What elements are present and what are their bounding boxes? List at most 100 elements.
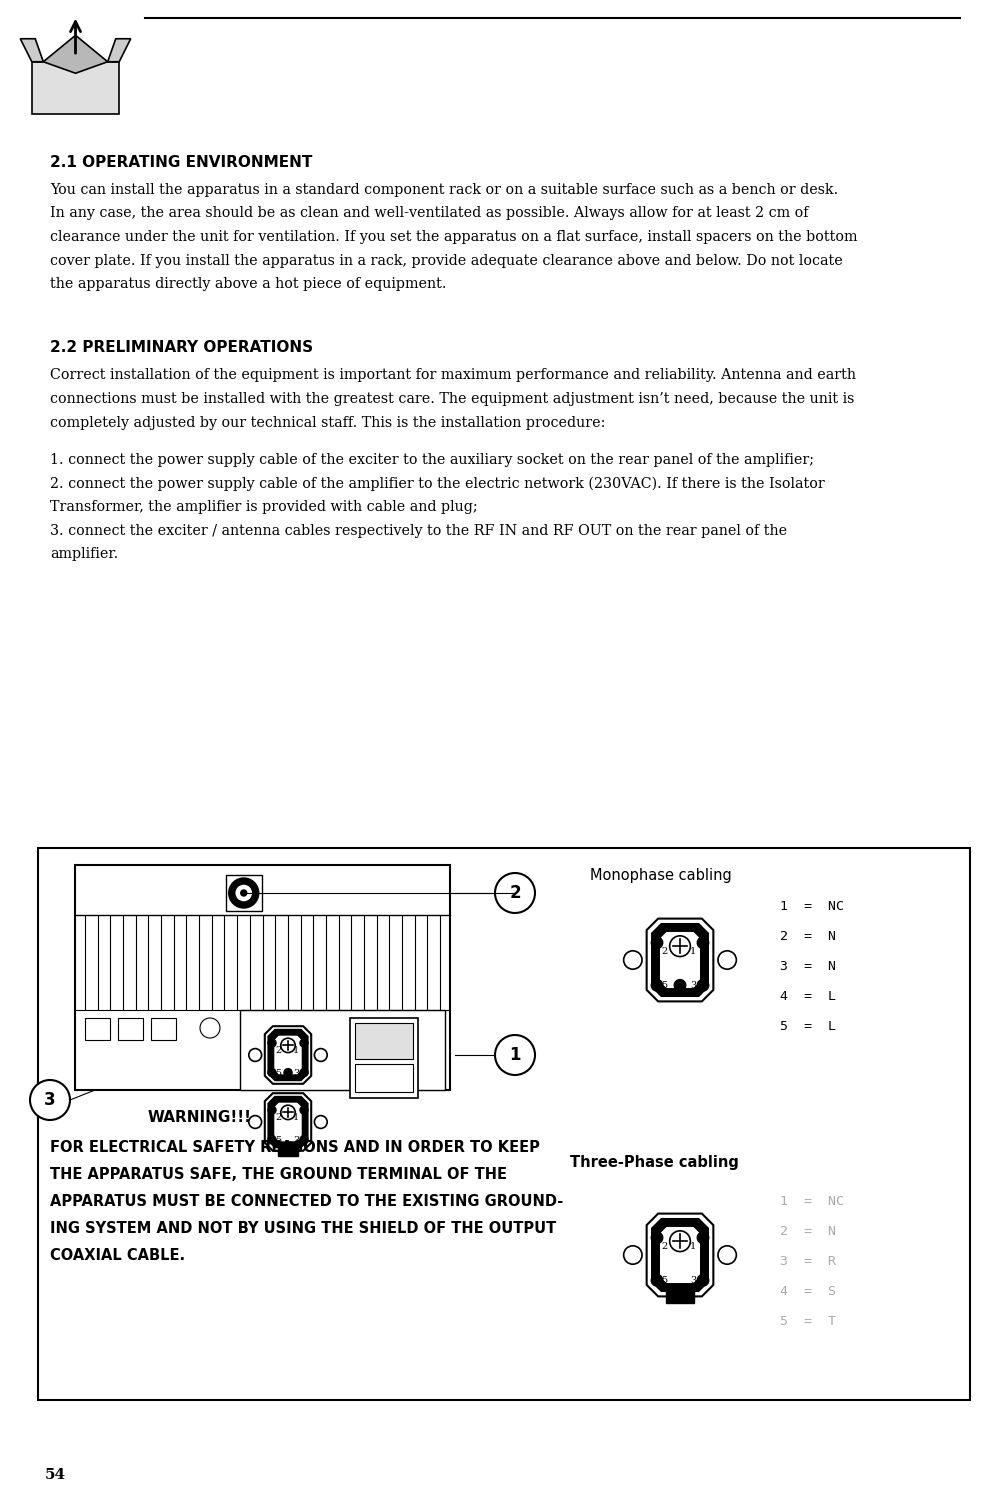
Circle shape — [268, 1136, 276, 1144]
Text: 5: 5 — [661, 980, 667, 989]
Bar — [38, 848, 970, 1400]
Bar — [355, 1024, 413, 1060]
Bar — [355, 1064, 413, 1093]
Text: 2: 2 — [661, 947, 668, 956]
Text: 1: 1 — [689, 947, 697, 956]
Text: 1: 1 — [293, 1114, 299, 1123]
Circle shape — [235, 884, 253, 902]
Circle shape — [241, 890, 247, 896]
Circle shape — [284, 1069, 292, 1076]
Bar — [85, 1018, 110, 1040]
Text: 5: 5 — [275, 1069, 281, 1078]
Circle shape — [651, 1274, 662, 1286]
Text: amplifier.: amplifier. — [50, 546, 118, 561]
Circle shape — [300, 1069, 308, 1076]
Circle shape — [651, 980, 662, 991]
Polygon shape — [43, 36, 108, 74]
Bar — [151, 1018, 176, 1040]
Text: 2: 2 — [509, 884, 521, 902]
Circle shape — [495, 874, 535, 913]
Text: 2: 2 — [275, 1114, 281, 1123]
Polygon shape — [32, 62, 119, 114]
Bar — [118, 1018, 143, 1040]
Text: 1. connect the power supply cable of the exciter to the auxiliary socket on the : 1. connect the power supply cable of the… — [50, 453, 814, 467]
Bar — [278, 1144, 297, 1156]
Polygon shape — [265, 1093, 311, 1151]
Text: the apparatus directly above a hot piece of equipment.: the apparatus directly above a hot piece… — [50, 278, 447, 291]
Circle shape — [669, 935, 690, 956]
Polygon shape — [269, 1030, 307, 1079]
Text: 1: 1 — [689, 1243, 697, 1252]
Circle shape — [281, 1039, 295, 1052]
Text: 4: 4 — [677, 1282, 684, 1291]
Polygon shape — [659, 1226, 701, 1283]
Polygon shape — [273, 1102, 302, 1142]
Text: 4: 4 — [677, 980, 684, 989]
Text: In any case, the area should be as clean and well-ventilated as possible. Always: In any case, the area should be as clean… — [50, 207, 808, 221]
Text: WARNING!!!: WARNING!!! — [148, 1111, 252, 1126]
Text: APPARATUS MUST BE CONNECTED TO THE EXISTING GROUND-: APPARATUS MUST BE CONNECTED TO THE EXIST… — [50, 1193, 563, 1208]
Text: completely adjusted by our technical staff. This is the installation procedure:: completely adjusted by our technical sta… — [50, 416, 606, 429]
Polygon shape — [20, 39, 43, 62]
FancyBboxPatch shape — [13, 6, 138, 129]
Text: 2.1 OPERATING ENVIRONMENT: 2.1 OPERATING ENVIRONMENT — [50, 155, 312, 170]
Circle shape — [268, 1039, 276, 1048]
Polygon shape — [108, 39, 131, 62]
Text: 3: 3 — [44, 1091, 55, 1109]
Text: THE APPARATUS SAFE, THE GROUND TERMINAL OF THE: THE APPARATUS SAFE, THE GROUND TERMINAL … — [50, 1166, 507, 1181]
Text: Correct installation of the equipment is important for maximum performance and r: Correct installation of the equipment is… — [50, 369, 856, 383]
Circle shape — [30, 1081, 70, 1120]
Text: 54: 54 — [45, 1468, 67, 1481]
Text: Three-Phase cabling: Three-Phase cabling — [570, 1154, 739, 1169]
Text: clearance under the unit for ventilation. If you set the apparatus on a flat sur: clearance under the unit for ventilation… — [50, 230, 858, 245]
Text: 2.2 PRELIMINARY OPERATIONS: 2.2 PRELIMINARY OPERATIONS — [50, 341, 313, 356]
Text: You can install the apparatus in a standard component rack or on a suitable surf: You can install the apparatus in a stand… — [50, 183, 839, 197]
Circle shape — [651, 937, 662, 949]
Text: 3. connect the exciter / antenna cables respectively to the RF IN and RF OUT on : 3. connect the exciter / antenna cables … — [50, 524, 787, 537]
Text: Monophase cabling: Monophase cabling — [590, 868, 732, 883]
Text: 2  =  N: 2 = N — [780, 931, 836, 943]
Text: 4  =  S: 4 = S — [780, 1285, 836, 1298]
Polygon shape — [273, 1036, 302, 1075]
Text: 4  =  L: 4 = L — [780, 991, 836, 1003]
Text: 2: 2 — [275, 1046, 281, 1055]
Circle shape — [698, 1232, 709, 1243]
Text: FOR ELECTRICAL SAFETY REASONS AND IN ORDER TO KEEP: FOR ELECTRICAL SAFETY REASONS AND IN ORD… — [50, 1139, 540, 1154]
Polygon shape — [659, 931, 701, 989]
Circle shape — [698, 980, 709, 991]
Polygon shape — [647, 919, 714, 1001]
Bar — [666, 1288, 694, 1303]
Circle shape — [300, 1039, 308, 1048]
Text: 5: 5 — [661, 1276, 667, 1285]
Circle shape — [674, 980, 685, 991]
Polygon shape — [652, 925, 708, 995]
Bar — [350, 1018, 418, 1099]
Circle shape — [300, 1106, 308, 1114]
Text: 4: 4 — [286, 1141, 292, 1150]
Circle shape — [300, 1136, 308, 1144]
Polygon shape — [647, 1214, 714, 1297]
Text: ING SYSTEM AND NOT BY USING THE SHIELD OF THE OUTPUT: ING SYSTEM AND NOT BY USING THE SHIELD O… — [50, 1220, 556, 1235]
Text: COAXIAL CABLE.: COAXIAL CABLE. — [50, 1247, 185, 1262]
Text: 3: 3 — [689, 1276, 697, 1285]
Text: 3  =  N: 3 = N — [780, 961, 836, 973]
Polygon shape — [652, 1219, 708, 1291]
Text: 1: 1 — [293, 1046, 299, 1055]
Circle shape — [281, 1105, 295, 1120]
Text: connections must be installed with the greatest care. The equipment adjustment i: connections must be installed with the g… — [50, 392, 855, 405]
Text: 1: 1 — [509, 1046, 521, 1064]
Text: 3: 3 — [293, 1069, 299, 1078]
Text: 2: 2 — [661, 1243, 668, 1252]
Text: 2  =  N: 2 = N — [780, 1225, 836, 1238]
Text: 1  =  NC: 1 = NC — [780, 901, 844, 913]
Bar — [240, 1010, 445, 1090]
Text: 3  =  R: 3 = R — [780, 1255, 836, 1268]
Circle shape — [268, 1106, 276, 1114]
Text: 3: 3 — [689, 980, 697, 989]
Circle shape — [669, 1231, 690, 1252]
Polygon shape — [269, 1097, 307, 1147]
Text: 2. connect the power supply cable of the amplifier to the electric network (230V: 2. connect the power supply cable of the… — [50, 476, 825, 491]
Bar — [226, 875, 262, 911]
Text: 5  =  T: 5 = T — [780, 1315, 836, 1328]
Text: 5  =  L: 5 = L — [780, 1021, 836, 1033]
